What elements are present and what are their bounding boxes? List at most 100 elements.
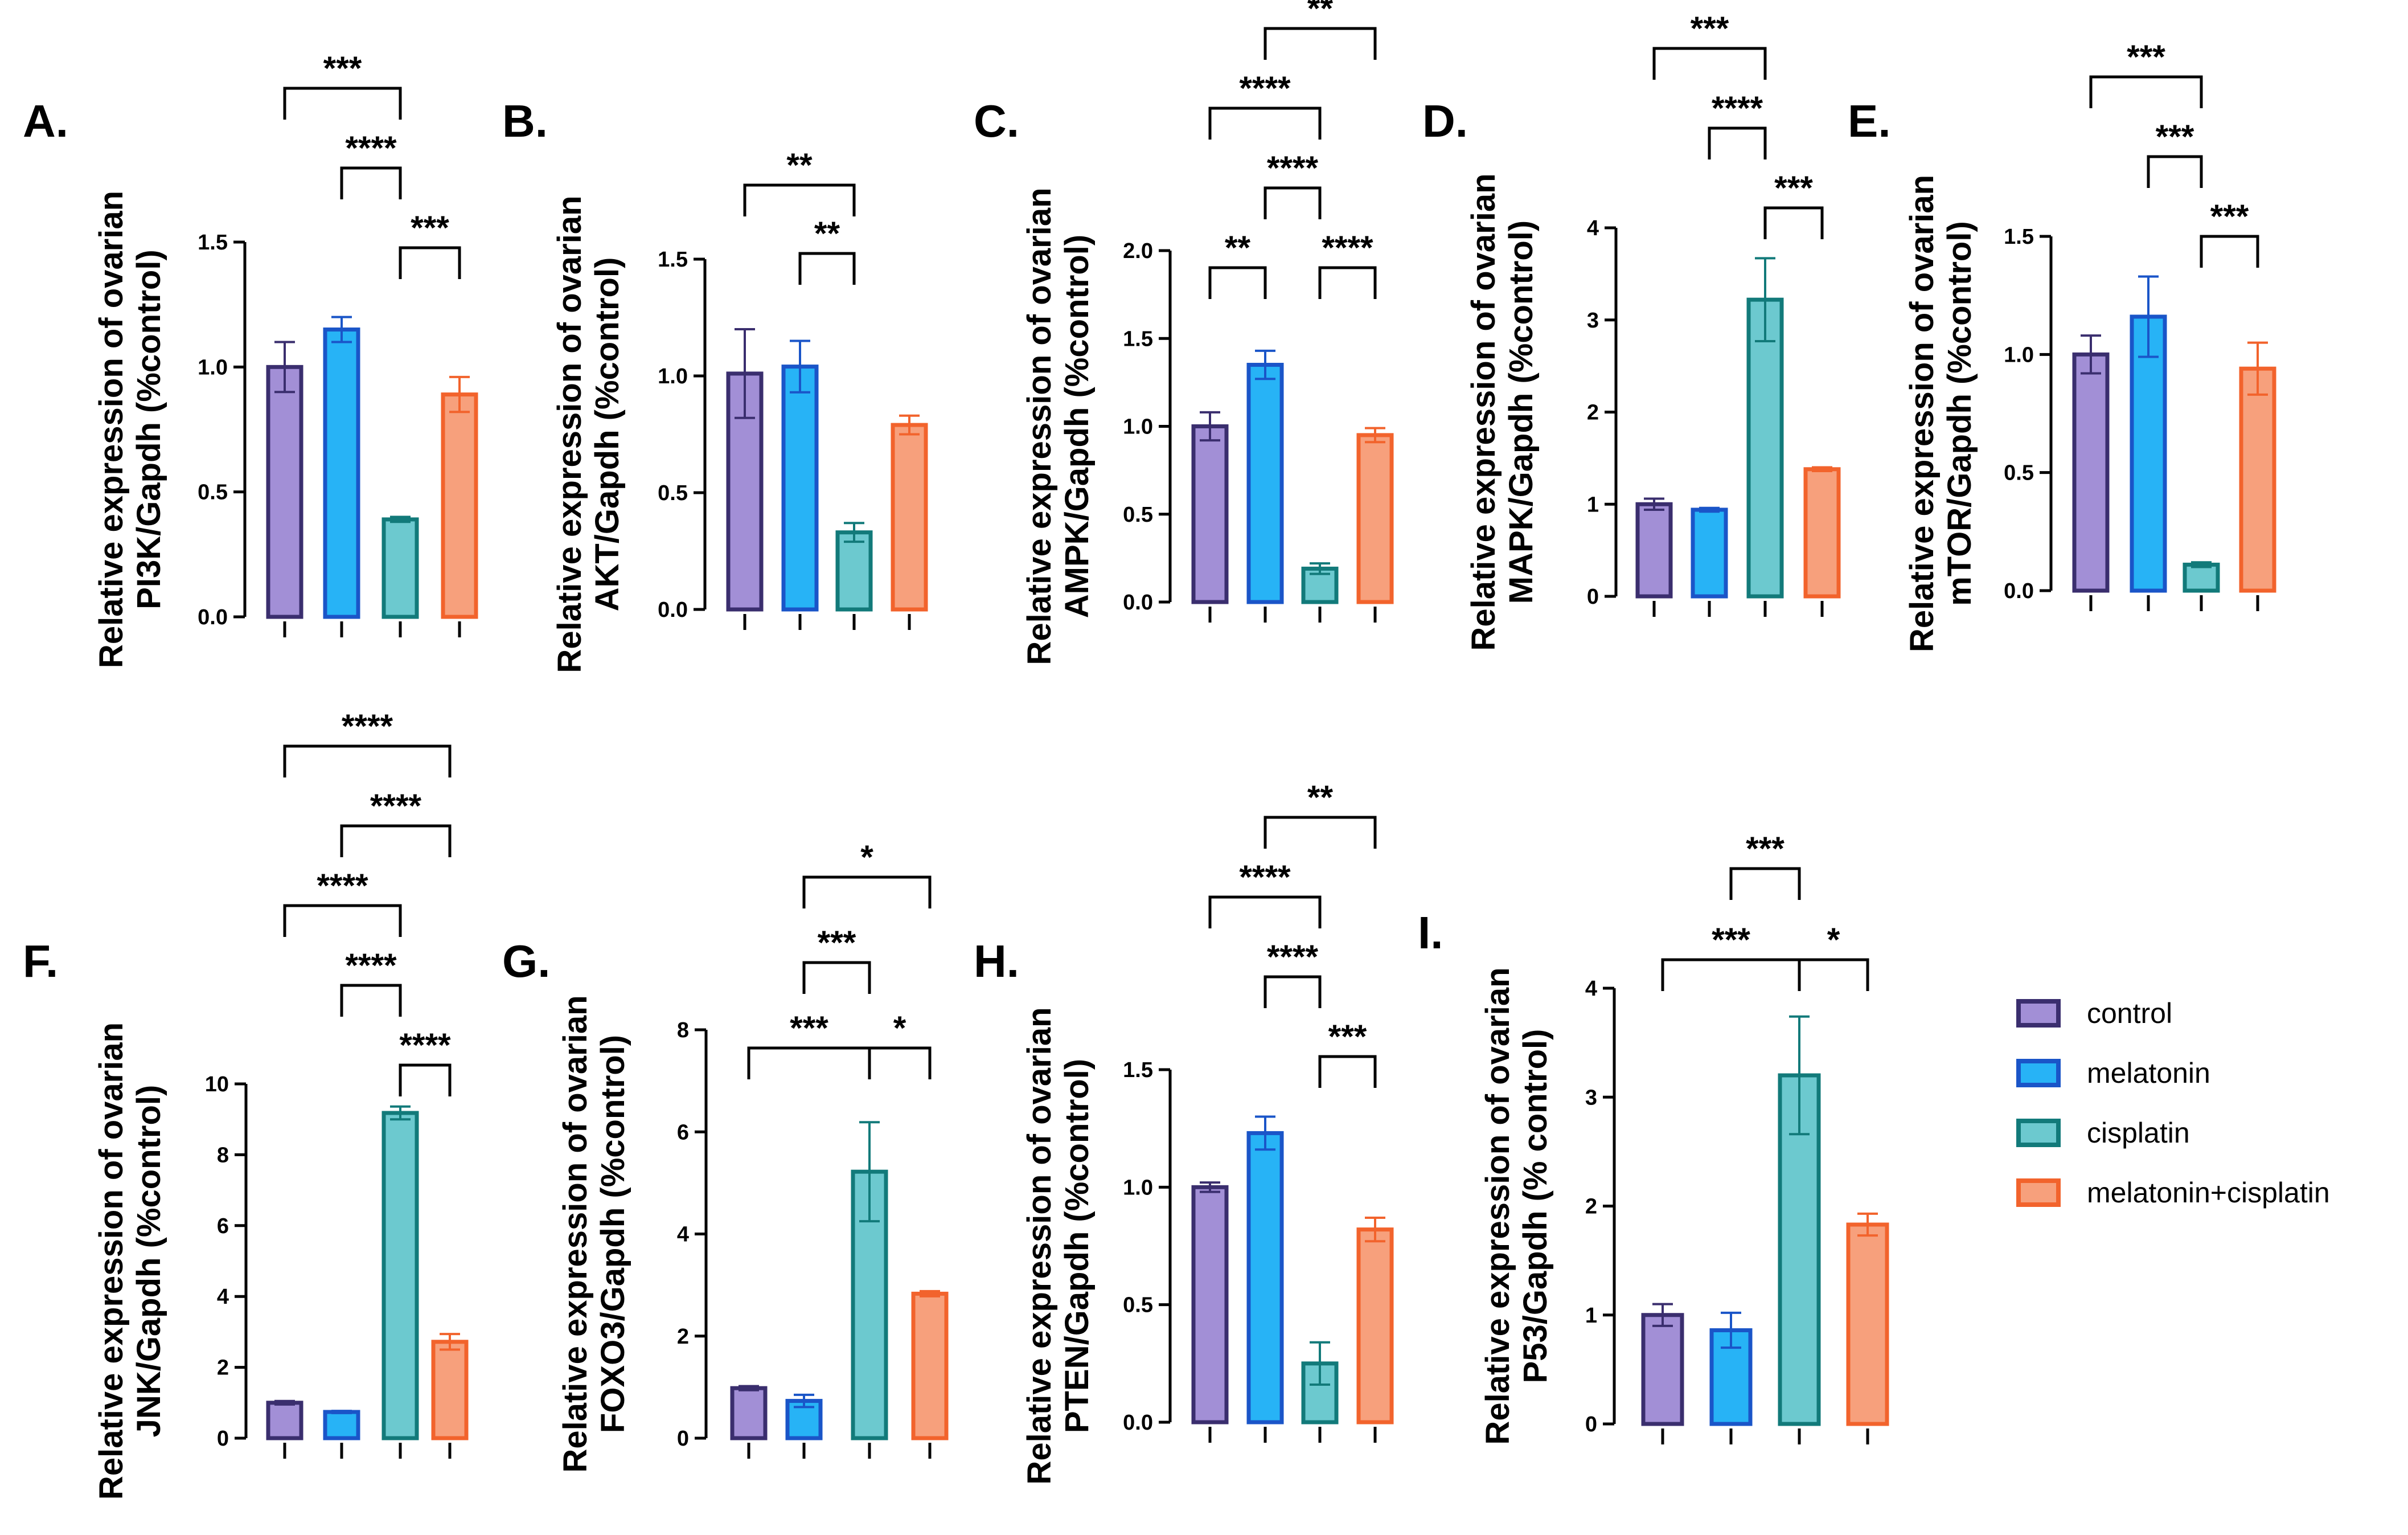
- significance-label: ****: [1712, 90, 1763, 127]
- y-axis-label-line: AMPK/Gapdh (%control): [1059, 235, 1096, 618]
- y-tick-label: 6: [677, 1120, 689, 1144]
- panel-letter: D.: [1422, 96, 1468, 146]
- significance-bracket: [1318, 266, 1377, 299]
- y-tick-label: 0.5: [2004, 461, 2034, 485]
- y-axis-label-line: Relative expression of ovarian: [1479, 967, 1516, 1444]
- significance-label: *: [860, 839, 873, 876]
- bar-melatonin-cisplatin: [1356, 1227, 1394, 1425]
- significance-bracket: [1318, 1055, 1377, 1088]
- significance-label: ***: [790, 1010, 828, 1047]
- significance-label: ****: [342, 708, 393, 745]
- bar-melatonin: [2130, 314, 2167, 593]
- significance-bracket: [340, 166, 402, 199]
- y-axis-label-line: Relative expression of ovarian: [1465, 173, 1502, 650]
- y-tick-label: 1: [1587, 493, 1599, 517]
- y-axis-label-line: AKT/Gapdh (%control): [589, 257, 626, 612]
- legend-label: melatonin+cisplatin: [2087, 1177, 2330, 1209]
- significance-label: ***: [323, 50, 362, 87]
- bar-control: [730, 1386, 768, 1440]
- significance-label: ****: [345, 947, 397, 984]
- y-tick-label: 3: [1587, 309, 1599, 333]
- bar-control: [1641, 1313, 1684, 1426]
- y-tick-label: 0.5: [1123, 503, 1153, 527]
- significance-label: ***: [1746, 830, 1785, 867]
- y-axis-label-line: Relative expression of ovarian: [1904, 175, 1941, 652]
- y-axis-label: Relative expression of ovarianMAPK/Gapdh…: [1465, 173, 1540, 650]
- chart-panel-f: F. Relative expression of ovarianJNK/Gapd…: [23, 708, 469, 1500]
- significance-label: ****: [399, 1027, 451, 1064]
- bar-melatonin: [323, 328, 360, 619]
- legend-label: melatonin: [2087, 1057, 2210, 1089]
- significance-bracket: [2200, 235, 2259, 268]
- legend-swatch-melatonin: [2016, 1059, 2061, 1087]
- y-tick-label: 1.0: [2004, 343, 2034, 367]
- y-axis-label-line: Relative expression of ovarian: [93, 1022, 130, 1500]
- y-tick-label: 4: [217, 1285, 229, 1309]
- y-axis-label: Relative expression of ovarianP53/Gapdh …: [1479, 967, 1554, 1444]
- significance-bracket: [1208, 266, 1267, 299]
- bar-melatonin-cisplatin: [1846, 1222, 1889, 1426]
- significance-bracket: [802, 961, 871, 994]
- significance-label: ****: [345, 130, 397, 167]
- significance-label: **: [1307, 0, 1334, 27]
- panel-letter: A.: [23, 96, 68, 146]
- y-axis-label-line: JNK/Gapdh (%control): [130, 1085, 167, 1438]
- y-tick-label: 0.5: [1123, 1294, 1153, 1317]
- legend-swatch-melatonin-cisplatin: [2016, 1178, 2061, 1207]
- bar-control: [1635, 502, 1673, 599]
- significance-label: *: [1827, 922, 1840, 959]
- chart-panel-g: G.Relative expression of ovarianFOXO3/Ga…: [502, 839, 949, 1473]
- significance-label: ****: [1239, 70, 1291, 107]
- significance-label: **: [1225, 230, 1251, 267]
- bar-control: [1191, 1185, 1229, 1425]
- y-axis-label: Relative expression of ovarianJNK/Gapdh …: [93, 1022, 167, 1500]
- significance-label: ***: [1774, 170, 1813, 207]
- y-tick-label: 8: [217, 1143, 229, 1167]
- significance-bracket: [283, 904, 402, 937]
- significance-bracket: [747, 1046, 871, 1079]
- y-tick-label: 4: [1585, 977, 1597, 1001]
- significance-bracket: [2089, 75, 2203, 108]
- y-tick-label: 0.0: [1123, 1411, 1153, 1435]
- significance-label: ***: [2127, 39, 2165, 76]
- y-axis-label: Relative expression of ovarianPI3K/Gapdh…: [93, 191, 167, 668]
- y-tick-label: 0: [217, 1427, 229, 1451]
- panel-letter: C.: [974, 96, 1019, 146]
- panel-letter: I.: [1418, 907, 1443, 958]
- legend-label: cisplatin: [2087, 1117, 2190, 1149]
- y-tick-label: 0: [1585, 1413, 1597, 1436]
- chart-panel-h: H.Relative expression of ovarianPTEN/Gap…: [974, 779, 1394, 1485]
- y-tick-label: 3: [1585, 1086, 1597, 1110]
- y-tick-label: 4: [1587, 216, 1599, 240]
- legend: control melatonin cisplatin melatonin+cispl…: [2016, 997, 2330, 1209]
- bar-control: [2072, 352, 2110, 593]
- panel-letter: G.: [502, 936, 550, 987]
- y-tick-label: 0.5: [658, 481, 688, 505]
- y-tick-label: 4: [677, 1223, 689, 1247]
- significance-bracket: [340, 984, 402, 1017]
- chart-panel-b: B.Relative expression of ovarianAKT/Gapd…: [502, 96, 928, 673]
- significance-label: ***: [1712, 922, 1750, 959]
- y-tick-label: 1.0: [198, 355, 228, 379]
- significance-label: ***: [411, 210, 449, 247]
- bar-control: [1191, 424, 1229, 604]
- significance-bracket: [798, 252, 856, 285]
- bar-control: [266, 365, 303, 619]
- y-axis-label-line: FOXO3/Gapdh (%control): [594, 1035, 631, 1433]
- significance-bracket: [743, 183, 856, 216]
- significance-bracket: [1652, 47, 1767, 80]
- y-tick-label: 0.0: [1123, 591, 1153, 615]
- significance-bracket: [399, 1063, 452, 1096]
- significance-label: **: [1307, 779, 1334, 816]
- significance-bracket: [399, 246, 461, 279]
- significance-label: **: [786, 147, 813, 184]
- chart-panel-c: C.Relative expression of ovarianAMPK/Gap…: [974, 0, 1394, 665]
- panel-letter: E.: [1848, 96, 1891, 146]
- y-axis-label-line: MAPK/Gapdh (%control): [1503, 220, 1540, 604]
- significance-label: **: [814, 215, 840, 252]
- significance-bracket: [1661, 958, 1801, 991]
- y-tick-label: 1: [1585, 1304, 1597, 1328]
- y-tick-label: 1.5: [1123, 1058, 1153, 1082]
- bar-cisplatin: [1746, 297, 1784, 599]
- significance-bracket: [283, 744, 452, 777]
